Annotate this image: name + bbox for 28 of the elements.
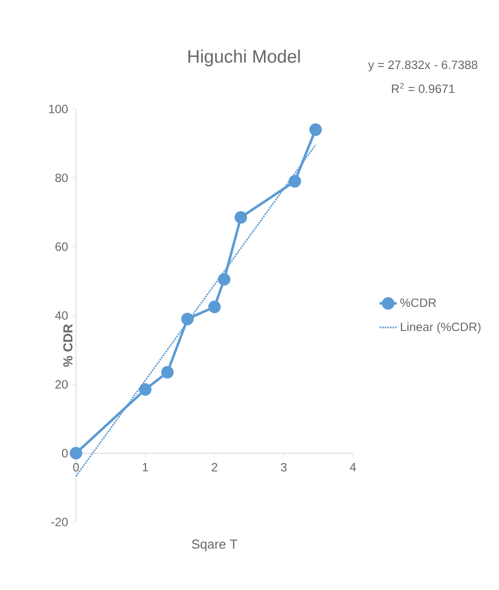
legend-label: %CDR <box>400 298 436 307</box>
y-tick-label: 40 <box>55 311 68 320</box>
point <box>234 211 248 224</box>
y-tick-label: 20 <box>55 380 68 389</box>
point <box>181 312 194 326</box>
x-tick-label: 1 <box>142 462 148 472</box>
x-axis-title: Sqare T <box>192 540 238 552</box>
x-tick-label: 4 <box>350 462 356 472</box>
text: y = 27.832x - 6.7388 <box>368 60 478 72</box>
y-tick-label: 60 <box>55 242 68 251</box>
x-tick-label: 2 <box>212 462 218 472</box>
y-axis-title: % CDR <box>63 324 72 367</box>
point <box>161 366 174 379</box>
y-tick-label: 0 <box>62 448 68 458</box>
y-tick-label: 100 <box>49 104 68 114</box>
point <box>309 123 322 136</box>
text: R$^{2}$ = 0.9671 <box>392 82 454 94</box>
point <box>288 175 302 188</box>
chart-title: Higuchi Model <box>188 50 300 66</box>
point <box>70 446 82 460</box>
y-tick-label: -20 <box>51 518 68 526</box>
x-tick-label: 3 <box>280 462 287 472</box>
x-tick-label: 0 <box>73 462 79 472</box>
legend-label: Linear (%CDR) <box>400 322 481 334</box>
point <box>218 273 230 286</box>
y-tick-label: 80 <box>55 174 68 182</box>
point <box>208 300 221 314</box>
point <box>139 383 152 396</box>
